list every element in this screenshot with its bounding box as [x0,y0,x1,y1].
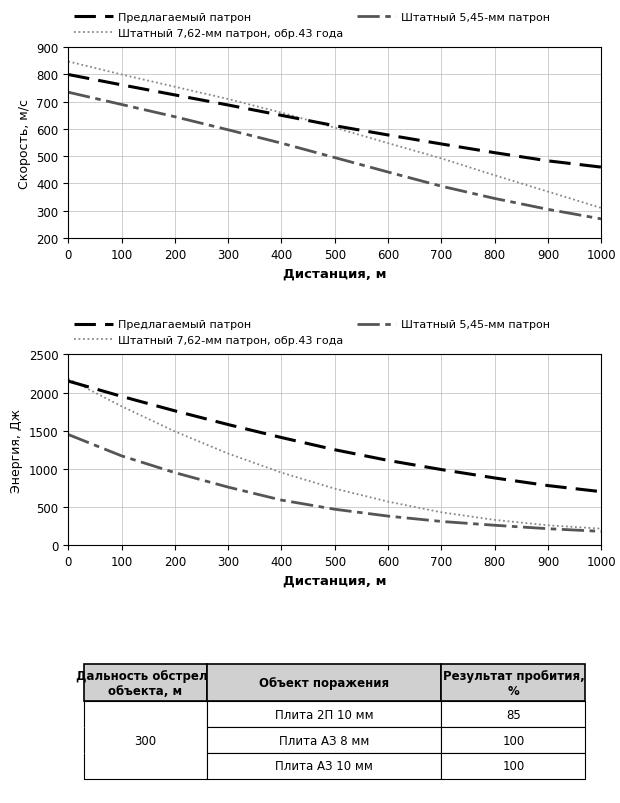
Legend: Предлагаемый патрон, Штатный 7,62-мм патрон, обр.43 года, Штатный 5,45-мм патрон: Предлагаемый патрон, Штатный 7,62-мм пат… [74,14,550,39]
X-axis label: Дистанция, м: Дистанция, м [283,573,386,587]
Legend: Предлагаемый патрон, Штатный 7,62-мм патрон, обр.43 года, Штатный 5,45-мм патрон: Предлагаемый патрон, Штатный 7,62-мм пат… [74,320,550,345]
Y-axis label: Энергия, Дж: Энергия, Дж [11,408,24,492]
Y-axis label: Скорость, м/с: Скорость, м/с [18,99,30,189]
X-axis label: Дистанция, м: Дистанция, м [283,267,386,280]
